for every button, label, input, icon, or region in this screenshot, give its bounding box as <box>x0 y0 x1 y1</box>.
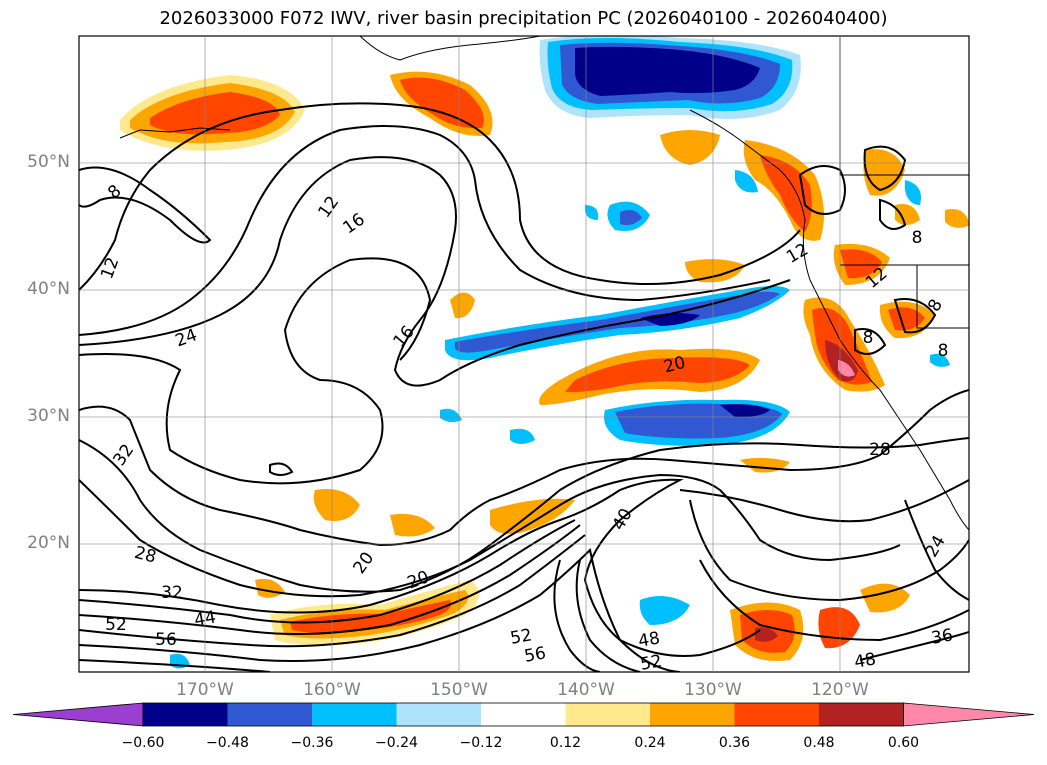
colorbar-tick-label: −0.12 <box>459 735 503 751</box>
contour-label: 48 <box>853 649 878 672</box>
colorbar-tick-label: 0.48 <box>803 735 835 751</box>
contour-label: 8 <box>912 228 923 248</box>
contour-label: 32 <box>161 583 183 603</box>
colorbar-segment <box>143 703 228 726</box>
contour-label: 20 <box>405 567 432 593</box>
map-title: 2026033000 F072 IWV, river basin precipi… <box>159 8 888 29</box>
contour-label: 52 <box>639 651 664 674</box>
contour-label: 8 <box>863 328 874 348</box>
contour-label: 12 <box>783 240 812 268</box>
lat-label-20n: 20°N <box>27 533 70 553</box>
lon-label-120w: 120°W <box>811 680 869 700</box>
colorbar-tick-label: −0.36 <box>290 735 334 751</box>
coastlines <box>119 36 969 531</box>
lon-label-170w: 170°W <box>176 680 234 700</box>
contour-label: 12 <box>97 255 123 282</box>
colorbar <box>12 702 1035 727</box>
contour-label: 24 <box>173 325 200 351</box>
contour-label: 20 <box>350 549 379 578</box>
colorbar-segment <box>565 703 651 726</box>
contour-label: 12 <box>315 193 344 222</box>
colorbar-tick-label: 0.24 <box>634 735 666 751</box>
contour-label: 36 <box>930 625 955 648</box>
coastal-contour-loops <box>269 145 937 476</box>
colorbar-segment <box>312 703 397 726</box>
lon-label-160w: 160°W <box>303 680 361 700</box>
colorbar-outline <box>142 702 904 727</box>
colorbar-tick-label: −0.48 <box>206 735 249 751</box>
contour-label: 52 <box>509 625 534 648</box>
contour-label: 56 <box>523 643 548 666</box>
contour-label: 56 <box>155 630 177 650</box>
lat-label-30n: 30°N <box>27 406 70 426</box>
colorbar-segment <box>819 703 904 726</box>
colorbar-segment <box>227 703 313 726</box>
colorbar-segment <box>734 703 820 726</box>
lon-label-130w: 130°W <box>684 680 742 700</box>
colorbar-segment <box>481 703 566 726</box>
contour-label: 52 <box>105 615 127 635</box>
colorbar-tick-label: 0.12 <box>549 735 582 751</box>
lat-label-40n: 40°N <box>27 279 70 299</box>
map-frame <box>78 35 970 673</box>
contour-label: 16 <box>340 210 369 239</box>
colorbar-segment <box>650 703 735 726</box>
colorbar-extend-low <box>12 702 144 727</box>
lat-label-50n: 50°N <box>27 152 70 172</box>
iwv-contours <box>79 102 969 672</box>
colorbar-extend-high <box>903 702 1035 727</box>
lon-label-150w: 150°W <box>430 680 488 700</box>
contour-label: 28 <box>869 440 891 460</box>
colorbar-segment <box>396 703 482 726</box>
colorbar-tick-label: −0.24 <box>375 735 418 751</box>
contour-label: 8 <box>104 181 125 203</box>
gridlines <box>79 36 969 672</box>
contour-label: 8 <box>938 341 949 361</box>
contour-label: 24 <box>922 532 950 561</box>
colorbar-tick-label: −0.60 <box>121 735 165 751</box>
colorbar-tick-label: 0.60 <box>887 735 920 751</box>
lon-label-140w: 140°W <box>557 680 615 700</box>
colorbar-tick-label: 0.36 <box>718 735 751 751</box>
positive-anomaly-shading <box>120 71 969 661</box>
contour-label: 48 <box>637 628 662 651</box>
contour-label: 44 <box>193 607 218 630</box>
contour-label: 28 <box>132 543 158 568</box>
